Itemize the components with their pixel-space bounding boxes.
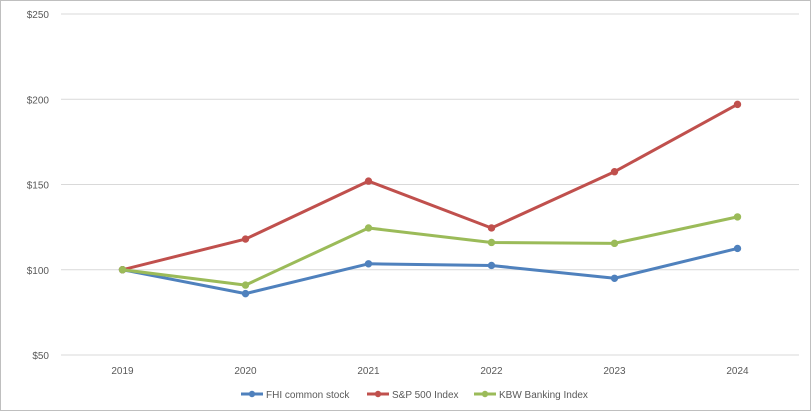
- legend-marker: [481, 390, 489, 398]
- data-point: [241, 289, 250, 298]
- data-point: [364, 260, 373, 268]
- legend-marker: [374, 390, 382, 398]
- series-line: [121, 102, 739, 272]
- legend-item: KBW Banking Index: [474, 390, 588, 401]
- data-point: [487, 261, 496, 270]
- data-point: [610, 168, 619, 176]
- data-point: [610, 274, 619, 282]
- y-axis-tick-labels: $50 $100 $150 $200 $250: [27, 10, 50, 362]
- series-2: [118, 213, 742, 289]
- data-point: [733, 100, 742, 109]
- data-point: [487, 224, 496, 232]
- data-point: [364, 177, 373, 185]
- y-tick-label: $100: [27, 266, 50, 277]
- x-tick-label: 2021: [357, 366, 380, 377]
- data-point: [487, 238, 496, 247]
- data-point: [733, 213, 742, 221]
- x-axis-tick-labels: 2019 2020 2021 2022 2023 2024: [111, 366, 749, 377]
- series-line: [121, 246, 739, 296]
- x-tick-label: 2023: [603, 366, 626, 377]
- y-tick-label: $200: [27, 95, 50, 106]
- legend-marker: [248, 390, 256, 398]
- series-line: [121, 215, 739, 287]
- series-lines: [118, 100, 742, 298]
- data-point: [241, 235, 250, 243]
- data-point: [241, 281, 250, 289]
- y-tick-label: $50: [32, 351, 49, 362]
- legend: FHI common stock S&P 500 Index KBW Banking…: [241, 390, 588, 401]
- data-point: [733, 244, 742, 253]
- data-point: [610, 239, 619, 248]
- data-point: [118, 266, 127, 274]
- legend-label: S&P 500 Index: [392, 390, 459, 401]
- y-tick-label: $250: [27, 10, 50, 21]
- x-tick-label: 2019: [111, 366, 134, 377]
- series-1: [118, 100, 742, 274]
- x-tick-label: 2024: [726, 366, 749, 377]
- data-point: [364, 224, 373, 232]
- x-tick-label: 2020: [234, 366, 257, 377]
- gridlines: [61, 13, 799, 356]
- legend-label: KBW Banking Index: [499, 390, 588, 401]
- y-tick-label: $150: [27, 181, 50, 192]
- legend-item: S&P 500 Index: [367, 390, 459, 401]
- legend-label: FHI common stock: [266, 390, 350, 401]
- x-tick-label: 2022: [480, 366, 503, 377]
- series-0: [118, 244, 742, 298]
- legend-item: FHI common stock: [241, 390, 350, 401]
